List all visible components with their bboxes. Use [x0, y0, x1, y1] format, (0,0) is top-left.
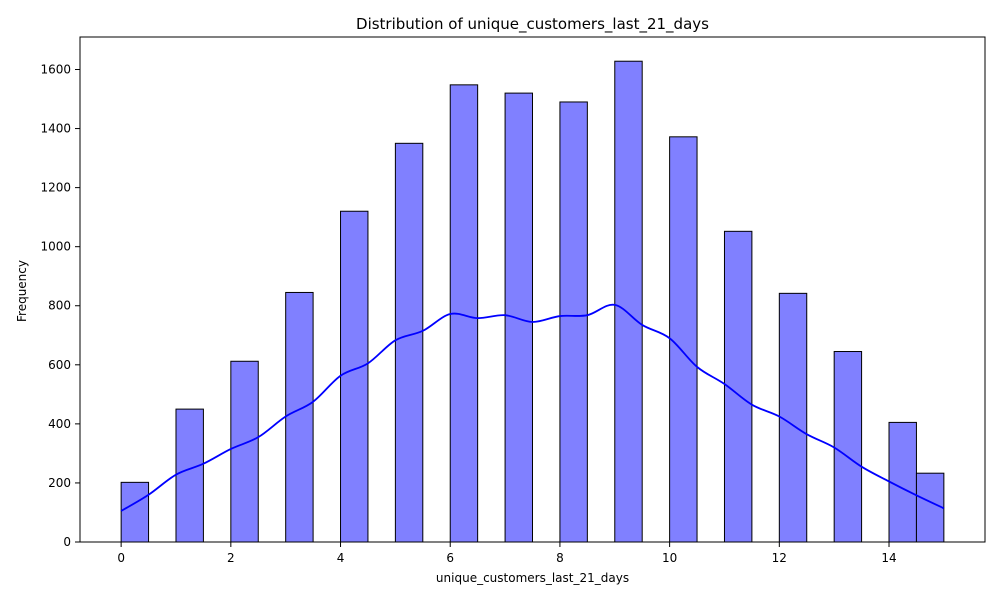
- kde-layer: [120, 303, 945, 512]
- y-tick-label: 1400: [40, 122, 71, 136]
- x-tick-label: 2: [227, 551, 235, 565]
- y-tick-label: 200: [48, 476, 71, 490]
- kde-curve: [120, 303, 945, 512]
- x-tick-label: 10: [662, 551, 677, 565]
- histogram-bar-0: [120, 481, 150, 543]
- y-axis-label: Frequency: [15, 260, 29, 322]
- x-tick-label: 12: [772, 551, 787, 565]
- histogram-bar-1: [175, 408, 204, 543]
- histogram-bar-3: [285, 291, 314, 543]
- x-axis-label: unique_customers_last_21_days: [436, 571, 629, 585]
- histogram-bar-13: [833, 351, 863, 543]
- x-tick-label: 14: [881, 551, 896, 565]
- histogram-bar-4: [340, 210, 369, 543]
- x-axis-ticks: 0 2 4 6 8 10 12 14: [117, 542, 897, 565]
- y-tick-label: 1200: [40, 181, 71, 195]
- x-tick-label: 0: [117, 551, 125, 565]
- y-tick-label: 800: [48, 299, 71, 313]
- y-tick-label: 600: [48, 358, 71, 372]
- histogram-bar-2: [230, 360, 259, 543]
- histogram-bar-7: [504, 92, 533, 543]
- x-tick-label: 6: [446, 551, 454, 565]
- plot-frame: [79, 36, 986, 543]
- histogram-bar-8: [559, 101, 588, 543]
- histogram-bar-14: [888, 421, 917, 543]
- bars-layer: [120, 60, 945, 543]
- x-tick-label: 8: [556, 551, 564, 565]
- histogram-bar-5: [394, 142, 424, 543]
- y-axis-ticks: 0 200 400 600 800 1000 1200 1400 1600: [40, 62, 80, 549]
- y-tick-label: 400: [48, 417, 71, 431]
- x-tick-label: 4: [337, 551, 345, 565]
- histogram-bar-12: [778, 292, 808, 543]
- histogram-bar-9: [614, 60, 643, 543]
- y-tick-label: 0: [63, 535, 71, 549]
- y-tick-label: 1600: [40, 62, 71, 76]
- y-tick-label: 1000: [40, 240, 71, 254]
- histogram-bar-10: [669, 136, 698, 543]
- histogram-bar-15: [915, 472, 945, 543]
- chart-title: Distribution of unique_customers_last_21…: [356, 15, 709, 34]
